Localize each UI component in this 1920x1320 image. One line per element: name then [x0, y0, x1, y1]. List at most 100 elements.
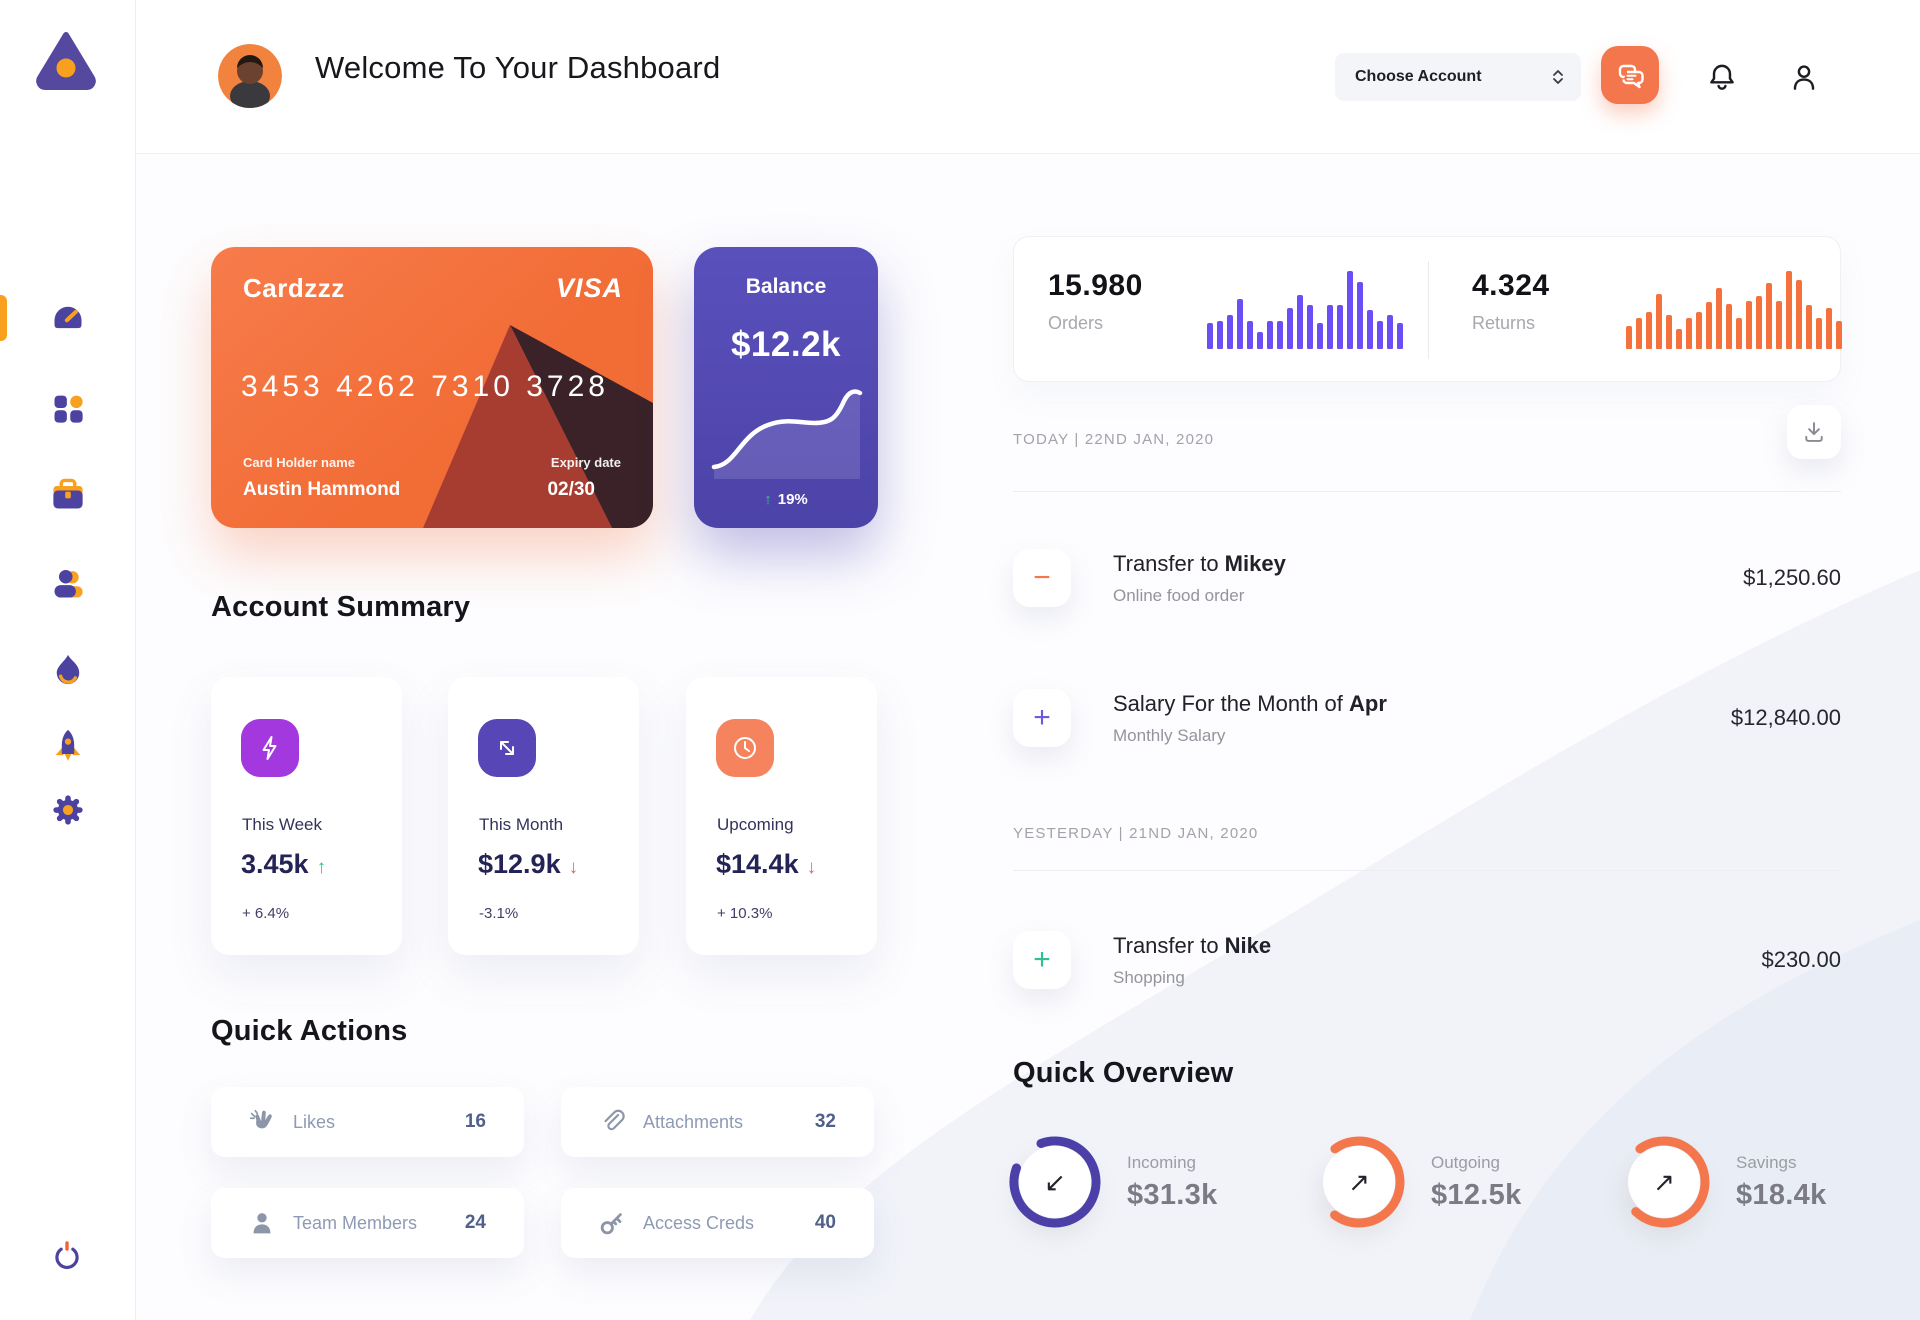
triangle-logo-icon	[36, 32, 96, 90]
briefcase-icon	[53, 478, 83, 509]
transaction-amount: $230.00	[1761, 947, 1841, 972]
returns-mini-chart	[1626, 269, 1842, 349]
summary-label: This Month	[479, 815, 564, 834]
orders-returns-card: 15.980 Orders 4.324 Returns	[1013, 236, 1842, 382]
download-button[interactable]	[1787, 405, 1841, 459]
transaction-row-salary[interactable]: + Salary For the Month of Apr Monthly Sa…	[1013, 670, 1841, 766]
overview-value: $12.5k	[1431, 1178, 1522, 1211]
overview-label: Outgoing	[1431, 1152, 1500, 1172]
overview-label: Savings	[1736, 1152, 1797, 1172]
sidebar-item-trending[interactable]	[50, 652, 86, 688]
overview-value: $31.3k	[1127, 1178, 1218, 1211]
transaction-amount: $1,250.60	[1743, 565, 1841, 590]
orders-value: 15.980	[1048, 269, 1143, 302]
debit-minus-icon: −	[1013, 549, 1071, 607]
trend-arrow-icon: ↑	[316, 857, 327, 878]
quick-action-team-members[interactable]: Team Members 24	[211, 1188, 524, 1258]
clap-icon	[249, 1109, 272, 1129]
account-selector[interactable]: Choose Account	[1335, 53, 1581, 101]
transaction-title: Transfer to Mikey	[1113, 550, 1286, 576]
notifications-button[interactable]	[1705, 60, 1739, 94]
sidebar-item-settings[interactable]	[50, 792, 86, 828]
avatar-photo	[218, 44, 282, 108]
quick-action-likes[interactable]: Likes 16	[211, 1087, 524, 1157]
quick-action-label: Access Creds	[643, 1212, 755, 1233]
quick-overview-title: Quick Overview	[1013, 1057, 1234, 1089]
sidebar-item-dashboard[interactable]	[50, 300, 86, 336]
overview-outgoing: ↗ Outgoing $12.5k	[1313, 1136, 1522, 1228]
stats-divider	[1428, 261, 1429, 359]
member-icon	[253, 1213, 271, 1234]
summary-card-this-month: This Month $12.9k ↓ -3.1%	[448, 677, 639, 955]
summary-value: 3.45k ↑	[241, 849, 327, 879]
transaction-subtitle: Shopping	[1113, 967, 1185, 987]
power-icon	[55, 1241, 79, 1270]
messages-button[interactable]	[1601, 46, 1659, 104]
summary-value: $14.4k ↓	[716, 849, 817, 879]
card-name: Cardzzz	[243, 273, 345, 303]
transaction-row-nike[interactable]: + Transfer to Nike Shopping $230.00	[1013, 912, 1841, 1008]
download-icon	[1805, 422, 1823, 442]
sidebar-item-launch[interactable]	[50, 727, 86, 763]
account-summary-title: Account Summary	[211, 591, 471, 623]
lightning-icon	[241, 719, 299, 777]
transaction-row-mikey[interactable]: − Transfer to Mikey Online food order $1…	[1013, 530, 1841, 626]
dashboard-gauge-icon	[54, 306, 82, 329]
select-chevrons-icon	[1553, 70, 1563, 84]
active-nav-indicator	[0, 295, 7, 341]
quick-actions-title: Quick Actions	[211, 1015, 408, 1047]
flame-icon	[56, 654, 80, 685]
summary-delta: + 10.3%	[717, 905, 773, 922]
paperclip-icon	[604, 1109, 625, 1131]
transaction-title: Transfer to Nike	[1113, 932, 1272, 958]
date-header-today: TODAY | 22ND JAN, 2020	[1013, 431, 1215, 448]
quick-action-count: 32	[814, 1111, 836, 1132]
account-selector-label: Choose Account	[1355, 68, 1482, 85]
top-header: Welcome To Your Dashboard Choose Account	[135, 0, 1920, 154]
sidebar	[0, 0, 136, 1320]
summary-card-this-week: This Week 3.45k ↑ + 6.4%	[211, 677, 402, 955]
savings-ring: ↗	[1618, 1136, 1710, 1228]
balance-card: Balance $12.2k ↑ 19%	[694, 247, 878, 528]
profile-button[interactable]	[1787, 60, 1821, 94]
overview-label: Incoming	[1127, 1152, 1196, 1172]
rocket-icon	[55, 729, 81, 761]
divider	[1013, 870, 1841, 871]
trend-arrow-icon: ↓	[568, 857, 579, 878]
quick-action-count: 16	[464, 1111, 486, 1132]
quick-action-attachments[interactable]: Attachments 32	[561, 1087, 874, 1157]
sidebar-item-contacts[interactable]	[50, 566, 86, 602]
quick-action-label: Likes	[293, 1111, 336, 1132]
divider	[1013, 491, 1841, 492]
gear-icon	[53, 795, 83, 825]
orders-label: Orders	[1048, 313, 1104, 333]
up-arrow-icon: ↑	[764, 491, 772, 508]
balance-amount: $12.2k	[730, 325, 842, 364]
summary-delta: -3.1%	[479, 905, 519, 922]
card-number: 3453 4262 7310 3728	[241, 370, 609, 403]
transaction-subtitle: Monthly Salary	[1113, 725, 1226, 745]
transaction-amount: $12,840.00	[1730, 705, 1841, 730]
page-title: Welcome To Your Dashboard	[315, 50, 721, 85]
quick-action-label: Attachments	[643, 1111, 744, 1132]
key-icon	[600, 1213, 622, 1235]
app-logo[interactable]	[33, 28, 99, 94]
outgoing-ring: ↗	[1313, 1136, 1405, 1228]
balance-sparkline	[711, 389, 863, 479]
overview-value: $18.4k	[1736, 1178, 1827, 1211]
quick-action-count: 40	[814, 1212, 836, 1233]
credit-card: Cardzzz VISA 3453 4262 7310 3728 Card Ho…	[211, 247, 653, 528]
user-avatar[interactable]	[218, 44, 282, 108]
credit-plus-icon: +	[1013, 931, 1071, 989]
arrows-icon	[478, 719, 536, 777]
quick-action-access-creds[interactable]: Access Creds 40	[561, 1188, 874, 1258]
incoming-ring: ↙	[1009, 1136, 1101, 1228]
card-holder-label: Card Holder name	[243, 455, 355, 470]
transaction-subtitle: Online food order	[1113, 585, 1245, 605]
sidebar-item-apps[interactable]	[50, 390, 86, 426]
arrow-up-right-icon: ↗	[1653, 1166, 1675, 1197]
logout-power-button[interactable]	[50, 1238, 84, 1272]
summary-value: $12.9k ↓	[478, 849, 579, 879]
sidebar-item-work[interactable]	[50, 477, 86, 513]
